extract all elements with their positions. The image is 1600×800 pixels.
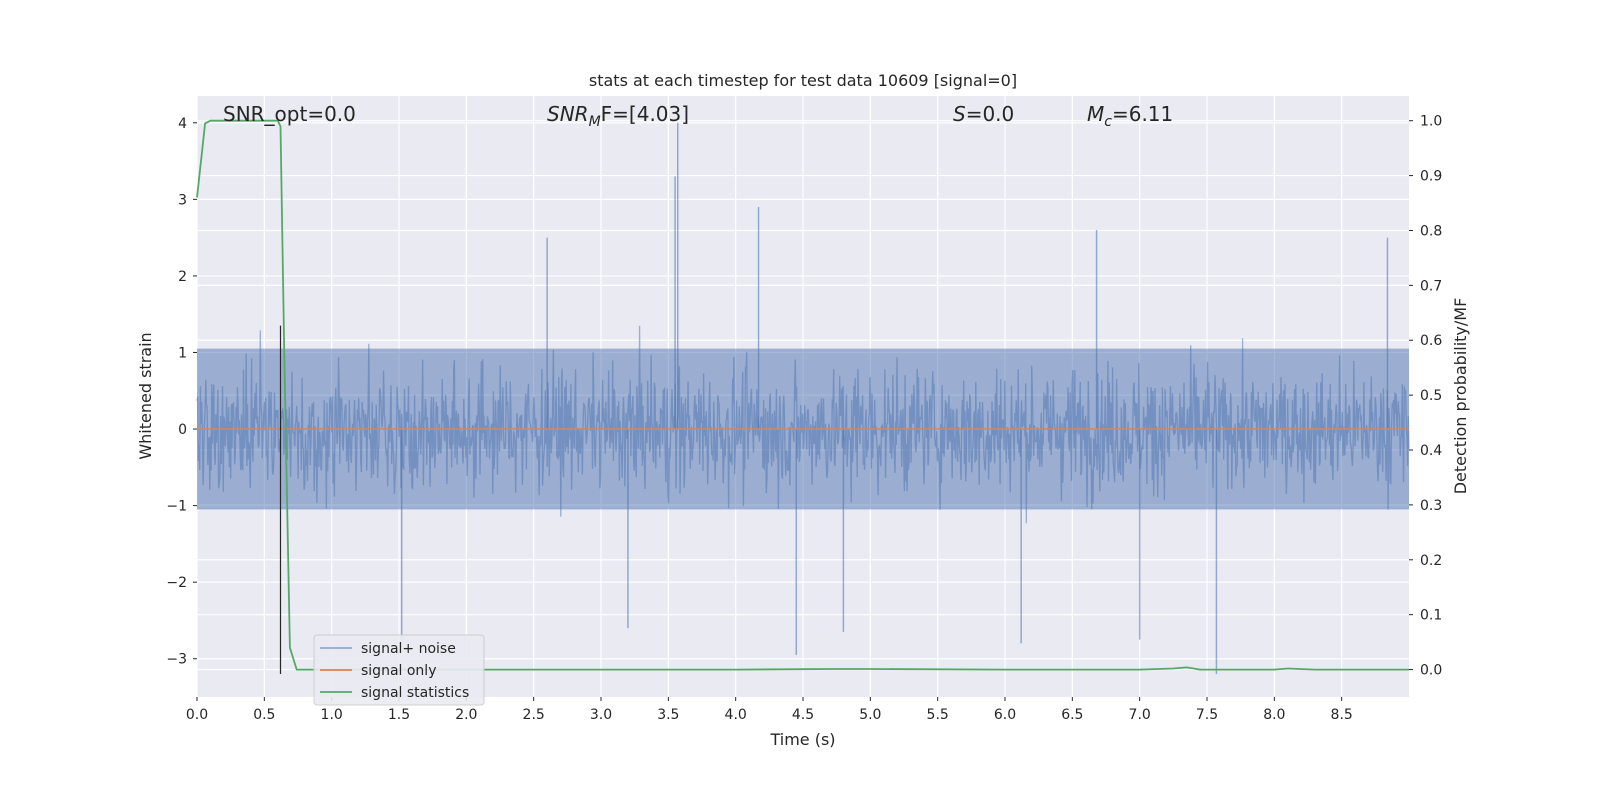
y2-tick-label: 0.6 [1420,333,1442,349]
y2-tick-label: 0.8 [1420,223,1442,239]
y2-tick-label: 0.0 [1420,663,1442,679]
x-tick-label: 1.0 [321,707,343,723]
annotation-text: Mc=6.11 [1087,102,1173,130]
y2-tick-label: 0.7 [1420,278,1442,294]
y-tick-label: 1 [178,345,187,361]
y-axis-label: Whitened strain [136,332,155,459]
x-tick-label: 3.5 [657,707,679,723]
x-tick-label: 4.5 [792,707,814,723]
x-tick-label: 6.0 [994,707,1016,723]
y2-tick-label: 0.3 [1420,498,1442,514]
y2-tick-label: 0.9 [1420,169,1442,185]
y2-tick-label: 0.1 [1420,608,1442,624]
y2-tick-label: 0.5 [1420,388,1442,404]
noise-line [196,325,1410,524]
y2-axis-label: Detection probability/MF [1451,298,1470,495]
y-tick-label: −2 [166,575,187,591]
x-tick-label: 8.0 [1263,707,1285,723]
chart-title: stats at each timestep for test data 106… [589,71,1017,90]
legend-entry: signal statistics [361,685,469,701]
annotation-text: S=0.0 [953,102,1014,126]
y-tick-label: −1 [166,499,187,515]
legend: signal+ noise signal only signal statistic… [313,634,485,706]
legend-entry: signal only [361,663,436,679]
annotation-text: SNR_opt=0.0 [223,102,356,126]
axes: 0.0 0.5 1.0 1.5 2.0 2.5 3.0 3.5 4.0 4.5 5.0 5.5 6.0 6… [166,114,1442,723]
x-tick-label: 0.5 [253,707,275,723]
x-axis-label: Time (s) [769,730,835,749]
y-tick-label: 2 [178,269,187,285]
x-tick-label: 2.5 [523,707,545,723]
y-tick-label: 4 [178,116,187,132]
x-tick-label: 2.0 [455,707,477,723]
x-tick-label: 6.5 [1061,707,1083,723]
legend-box [313,634,485,706]
x-tick-label: 8.5 [1331,707,1353,723]
y-tick-label: 3 [178,192,187,208]
y2-tick-label: 0.2 [1420,553,1442,569]
x-tick-label: 0.0 [186,707,208,723]
annotations: SNR_opt=0.0 SNRMF=[4.03] S=0.0 Mc=6.11 [223,102,1173,130]
y2-tick-label: 0.4 [1420,443,1442,459]
y2-tick-label: 1.0 [1420,114,1442,130]
x-tick-label: 3.0 [590,707,612,723]
x-tick-label: 4.0 [725,707,747,723]
x-tick-label: 7.0 [1129,707,1151,723]
x-tick-label: 1.5 [388,707,410,723]
y-tick-label: 0 [178,422,187,438]
y-tick-label: −3 [166,652,187,668]
x-tick-label: 7.5 [1196,707,1218,723]
legend-entry: signal+ noise [361,641,456,657]
x-tick-label: 5.0 [859,707,881,723]
annotation-text: SNRMF=[4.03] [547,102,689,130]
x-tick-label: 5.5 [927,707,949,723]
